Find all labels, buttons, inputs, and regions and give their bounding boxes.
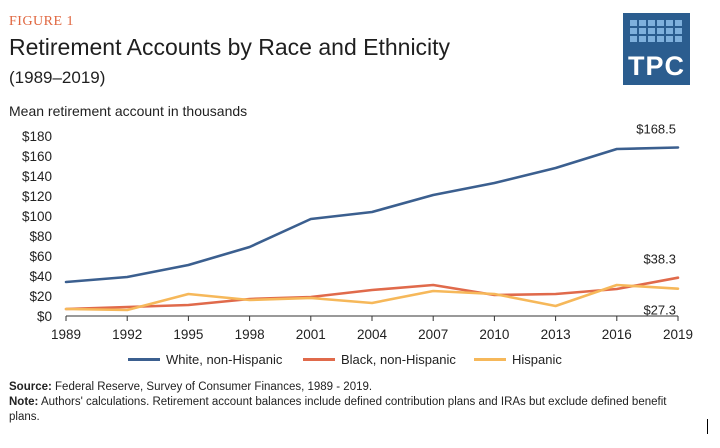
source-label: Source: [9, 381, 52, 393]
series-line-hispanic [64, 283, 680, 312]
y-tick-label: $160 [22, 149, 52, 164]
x-tick-label: 2016 [602, 327, 632, 342]
y-tick-label: $40 [29, 269, 52, 284]
note-label: Note: [9, 396, 39, 408]
series-line-white [64, 146, 680, 284]
chart-subtitle: (1989–2019) [9, 68, 106, 87]
x-tick-label: 2013 [541, 327, 571, 342]
x-tick-label: 1992 [112, 327, 142, 342]
legend-swatch [303, 358, 335, 361]
chart-axes: $0 $20 $40 $60 $80 $100 $120 $140 $160 $180 1989 19… [22, 129, 693, 342]
y-tick-label: $180 [22, 129, 52, 144]
legend-swatch [474, 358, 506, 361]
legend-swatch [128, 358, 160, 361]
y-tick-label: $100 [22, 209, 52, 224]
legend-label: Hispanic [512, 352, 562, 367]
source-line: Source: Federal Reserve, Survey of Consu… [9, 380, 699, 395]
chart-title: Retirement Accounts by Race and Ethnicit… [9, 34, 451, 60]
y-tick-label: $120 [22, 189, 52, 204]
end-value-label: $27.3 [643, 303, 676, 318]
figure-label: FIGURE 1 [9, 14, 75, 29]
x-tick-label: 2001 [296, 327, 326, 342]
y-tick-label: $60 [29, 249, 52, 264]
note-line: Note: Authors' calculations. Retirement … [9, 395, 699, 425]
legend-item: White, non-Hispanic [128, 352, 282, 367]
y-tick-label: $0 [37, 309, 52, 324]
legend-item: Hispanic [474, 352, 562, 367]
x-tick-label: 1989 [51, 327, 81, 342]
source-text: Federal Reserve, Survey of Consumer Fina… [51, 381, 373, 393]
legend-item: Black, non-Hispanic [303, 352, 456, 367]
note-text: Authors' calculations. Retirement accoun… [9, 396, 667, 423]
legend-label: Black, non-Hispanic [341, 352, 456, 367]
legend-label: White, non-Hispanic [166, 352, 283, 367]
tpc-logo: TPC [623, 13, 690, 85]
y-axis-label: Mean retirement account in thousands [9, 103, 248, 119]
y-tick-label: $20 [29, 289, 52, 304]
end-value-label: $38.3 [643, 252, 676, 267]
text-cursor [707, 419, 708, 434]
x-tick-label: 2007 [418, 327, 448, 342]
logo-text: TPC [628, 51, 685, 81]
logo-grid-icon [630, 20, 682, 42]
chart-end-labels: $168.5 $38.3 $27.3 [636, 122, 676, 318]
x-tick-label: 2010 [479, 327, 509, 342]
x-tick-label: 1998 [235, 327, 265, 342]
x-tick-label: 2004 [357, 327, 388, 342]
end-value-label: $168.5 [636, 122, 676, 137]
x-tick-label: 1995 [173, 327, 203, 342]
y-tick-label: $140 [22, 169, 52, 184]
source-notes: Source: Federal Reserve, Survey of Consu… [9, 380, 699, 425]
chart-lines [64, 146, 680, 312]
y-tick-label: $80 [29, 229, 52, 244]
series-line-black [64, 276, 680, 311]
x-tick-label: 2019 [663, 327, 693, 342]
